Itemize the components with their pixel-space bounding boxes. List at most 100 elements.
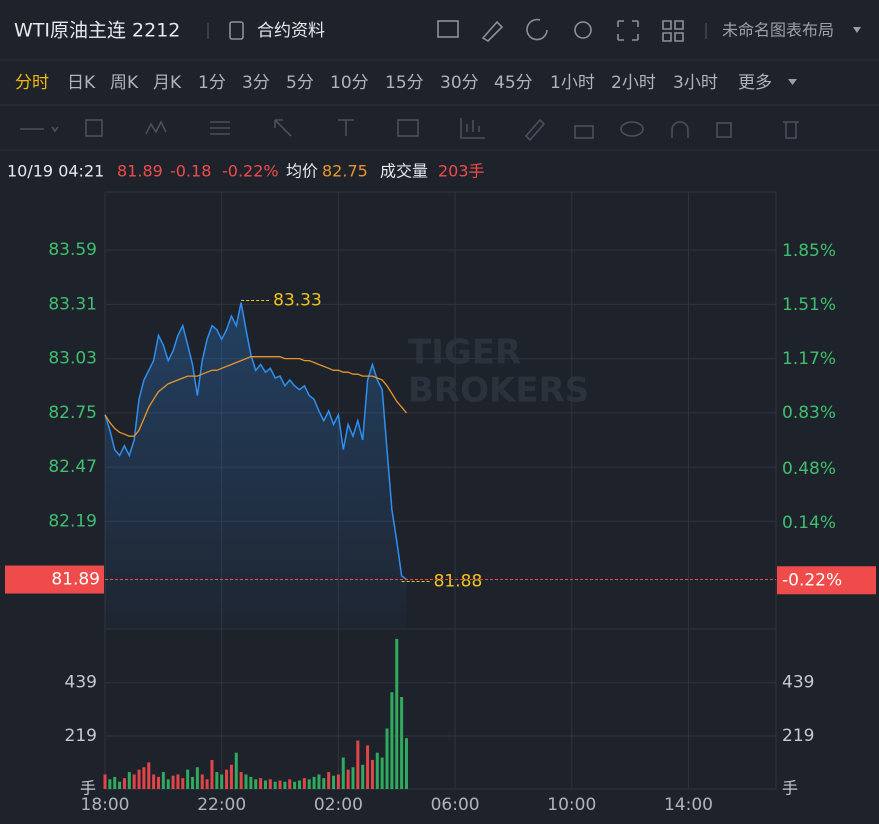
eye-tool[interactable] bbox=[620, 121, 644, 137]
volume-bar bbox=[127, 772, 131, 789]
volume-tick-label: 219 bbox=[782, 726, 814, 746]
volume-bar bbox=[186, 769, 190, 789]
volume-bar bbox=[142, 767, 146, 789]
indicator-tool[interactable] bbox=[460, 118, 485, 139]
volume-tick-label: 439 bbox=[782, 673, 814, 693]
avg-line bbox=[104, 356, 407, 437]
period-tab[interactable]: 10分 bbox=[330, 73, 369, 93]
x-tick-label: 02:00 bbox=[314, 795, 363, 815]
volume-bar bbox=[103, 774, 107, 789]
y2-tick-label: 0.48% bbox=[782, 459, 836, 479]
volume-bar bbox=[380, 757, 384, 789]
low-annotation: 81.88 bbox=[434, 571, 483, 591]
volume-tick-label: 439 bbox=[65, 673, 97, 693]
volume-bar bbox=[317, 774, 321, 789]
volume-bar bbox=[283, 781, 287, 789]
volume-bar bbox=[156, 776, 160, 789]
volume-bar bbox=[361, 764, 365, 789]
volume-bar bbox=[400, 697, 404, 789]
period-tab[interactable]: 5分 bbox=[286, 73, 314, 93]
magnet-tool[interactable] bbox=[671, 121, 689, 138]
period-tab[interactable]: 更多 bbox=[738, 73, 772, 93]
period-tab[interactable]: 30分 bbox=[440, 73, 479, 93]
info-price: 81.89 bbox=[117, 162, 163, 181]
volume-bar bbox=[268, 779, 272, 789]
volume-bar bbox=[288, 779, 292, 789]
dropdown-arrow[interactable] bbox=[853, 27, 861, 33]
fullscreen-icon[interactable] bbox=[617, 20, 639, 41]
volume-bar bbox=[229, 764, 233, 789]
period-tab[interactable]: 日K bbox=[67, 73, 96, 93]
settings-icon[interactable] bbox=[574, 21, 592, 39]
price-line bbox=[104, 302, 407, 581]
last-pct-box bbox=[777, 566, 876, 595]
rect-tool[interactable] bbox=[85, 119, 103, 137]
measure-tool[interactable] bbox=[338, 119, 354, 136]
volume-bar bbox=[132, 774, 136, 789]
info-change: -0.18 bbox=[170, 162, 211, 181]
title[interactable]: WTI原油主连 2212 bbox=[14, 20, 180, 42]
info-volume: 203手 bbox=[438, 162, 485, 181]
volume-bar bbox=[118, 781, 122, 789]
watermark: TIGER bbox=[408, 333, 521, 373]
last-pct-label: -0.22% bbox=[782, 570, 842, 590]
volume-bar bbox=[225, 769, 229, 789]
toolbar-icons[interactable] bbox=[437, 18, 684, 43]
last-price-box bbox=[5, 565, 104, 594]
volume-bar bbox=[297, 780, 301, 789]
copy-tool[interactable] bbox=[716, 122, 732, 138]
volume-bar bbox=[166, 779, 170, 789]
grid-icon[interactable] bbox=[662, 20, 684, 42]
text-tool[interactable] bbox=[397, 119, 419, 137]
info-datetime: 10/19 04:21 bbox=[7, 162, 104, 181]
period-tab[interactable]: 15分 bbox=[385, 73, 424, 93]
volume-bar bbox=[147, 762, 151, 789]
period-tab[interactable]: 3小时 bbox=[673, 73, 718, 93]
volume-bar bbox=[239, 772, 243, 789]
info-volume-label: 成交量 bbox=[380, 162, 428, 181]
edit-icon[interactable] bbox=[481, 20, 504, 43]
period-tab[interactable]: 2小时 bbox=[611, 73, 656, 93]
volume-bar bbox=[293, 781, 297, 789]
pen-tool[interactable] bbox=[524, 118, 546, 142]
refresh-icon[interactable] bbox=[526, 18, 548, 41]
fib-tool[interactable] bbox=[210, 121, 230, 135]
y2-tick-label: 1.85% bbox=[782, 241, 836, 261]
volume-unit: 手 bbox=[782, 779, 798, 798]
period-tab[interactable]: 45分 bbox=[494, 73, 533, 93]
volume-bar bbox=[215, 772, 219, 789]
wave-tool[interactable] bbox=[145, 120, 167, 135]
period-tab[interactable]: 3分 bbox=[242, 73, 270, 93]
chart-icon[interactable] bbox=[437, 20, 459, 38]
y-tick-label: 82.47 bbox=[48, 457, 97, 477]
dropdown-arrow[interactable] bbox=[788, 79, 797, 85]
period-tab[interactable]: 1分 bbox=[198, 73, 226, 93]
volume-bar bbox=[395, 638, 399, 789]
lock-tool[interactable] bbox=[574, 125, 594, 139]
drawing-tools[interactable] bbox=[20, 118, 799, 142]
period-tab[interactable]: 分时 bbox=[15, 73, 49, 93]
volume-bar bbox=[195, 767, 199, 789]
volume-bar bbox=[263, 780, 267, 789]
volume-bar bbox=[336, 774, 340, 789]
volume-bar bbox=[191, 776, 195, 789]
info-avg: 82.75 bbox=[322, 162, 368, 181]
delete-tool[interactable] bbox=[783, 121, 799, 139]
volume-tick-label: 219 bbox=[65, 726, 97, 746]
y-tick-label: 82.19 bbox=[48, 511, 97, 531]
arrow-tool[interactable] bbox=[274, 119, 292, 137]
period-tab[interactable]: 周K bbox=[110, 73, 139, 93]
volume-bar bbox=[244, 774, 248, 789]
contract-info[interactable]: 合约资料 bbox=[257, 21, 325, 41]
volume-bar bbox=[312, 776, 316, 789]
layout-name[interactable]: 未命名图表布局 bbox=[722, 21, 834, 40]
volume-bar bbox=[390, 692, 394, 789]
volume-bar bbox=[249, 776, 253, 789]
volume-bar bbox=[161, 772, 165, 789]
period-tab[interactable]: 1小时 bbox=[550, 73, 595, 93]
volume-bar bbox=[302, 778, 306, 789]
info-change-pct: -0.22% bbox=[222, 162, 279, 181]
period-tab[interactable]: 月K bbox=[153, 73, 182, 93]
line-tool[interactable] bbox=[20, 126, 59, 133]
volume-bar bbox=[346, 769, 350, 789]
